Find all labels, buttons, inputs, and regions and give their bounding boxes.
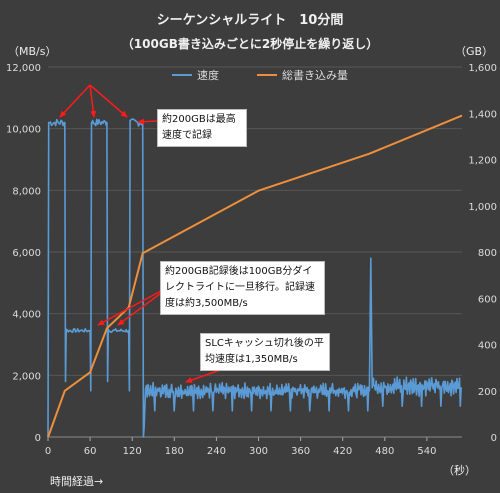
y-right-tick-label: 1,600	[468, 63, 497, 74]
x-unit: （秒）	[443, 464, 476, 477]
x-tick-label: 0	[45, 446, 51, 457]
y-left-tick-label: 8,000	[12, 186, 41, 197]
series-total-line	[47, 114, 463, 438]
x-tick-label: 480	[375, 446, 394, 457]
y-left-unit: （MB/s）	[8, 45, 57, 58]
y-left-tick-label: 2,000	[12, 371, 41, 382]
y-left-tick-label: 4,000	[12, 310, 41, 321]
annotation-arrow	[89, 84, 128, 118]
y-right-tick-label: 1,400	[468, 109, 497, 120]
y-left-tick-label: 0	[35, 433, 41, 444]
annotation-arrow	[137, 118, 158, 125]
legend-label-speed: 速度	[197, 68, 219, 82]
x-tick-label: 360	[291, 446, 310, 457]
x-axis-label: 時間経過→	[50, 475, 104, 488]
annotation-arrow	[89, 84, 97, 118]
chart-subtitle: （100GB書き込みごとに2秒停止を繰り返し）	[121, 37, 379, 51]
series-layer	[47, 114, 463, 438]
x-tick-label: 240	[207, 446, 226, 457]
y-left-ticks: 0 2,000 4,000 6,000 8,000 10,000 12,000	[6, 63, 41, 444]
legend-label-total: 総書き込み量	[282, 68, 348, 82]
annotation-arrow	[97, 284, 173, 326]
x-tick-label: 120	[123, 446, 142, 457]
series-speed-line	[47, 118, 462, 438]
x-tick-label: 180	[165, 446, 184, 457]
y-right-tick-label: 1,200	[468, 156, 497, 167]
y-right-tick-label: 200	[478, 387, 497, 398]
y-right-tick-label: 800	[478, 248, 497, 259]
annotation-max-speed: 約200GBは最高速度で記録	[157, 109, 247, 147]
y-left-tick-label: 12,000	[6, 63, 41, 74]
y-right-tick-label: 0	[491, 433, 497, 444]
x-tick-label: 540	[417, 446, 436, 457]
annotation-direct-write: 約200GB記録後は100GB分ダイレクトライトに一旦移行。記録速度は約3,50…	[160, 261, 325, 315]
annotation-arrow	[59, 84, 91, 118]
y-right-tick-label: 1,000	[468, 202, 497, 213]
x-ticks: 0 60 120 180 240 300 360 420 480 540	[45, 436, 462, 457]
legend: 速度 総書き込み量	[172, 68, 348, 82]
x-tick-label: 60	[84, 446, 97, 457]
y-right-ticks: 0 200 400 600 800 1,000 1,200 1,400 1,600	[468, 63, 497, 444]
x-tick-label: 420	[333, 446, 352, 457]
y-right-unit: （GB）	[455, 45, 494, 58]
annotation-slc-speed: SLCキャッシュ切れ後の平均速度は1,350MB/s	[200, 333, 330, 371]
y-left-tick-label: 10,000	[6, 125, 41, 136]
y-right-tick-label: 400	[478, 341, 497, 352]
x-tick-label: 300	[249, 446, 268, 457]
chart-title: シーケンシャルライト 10分間	[156, 13, 344, 28]
y-left-tick-label: 6,000	[12, 248, 41, 259]
y-right-tick-label: 600	[478, 294, 497, 305]
